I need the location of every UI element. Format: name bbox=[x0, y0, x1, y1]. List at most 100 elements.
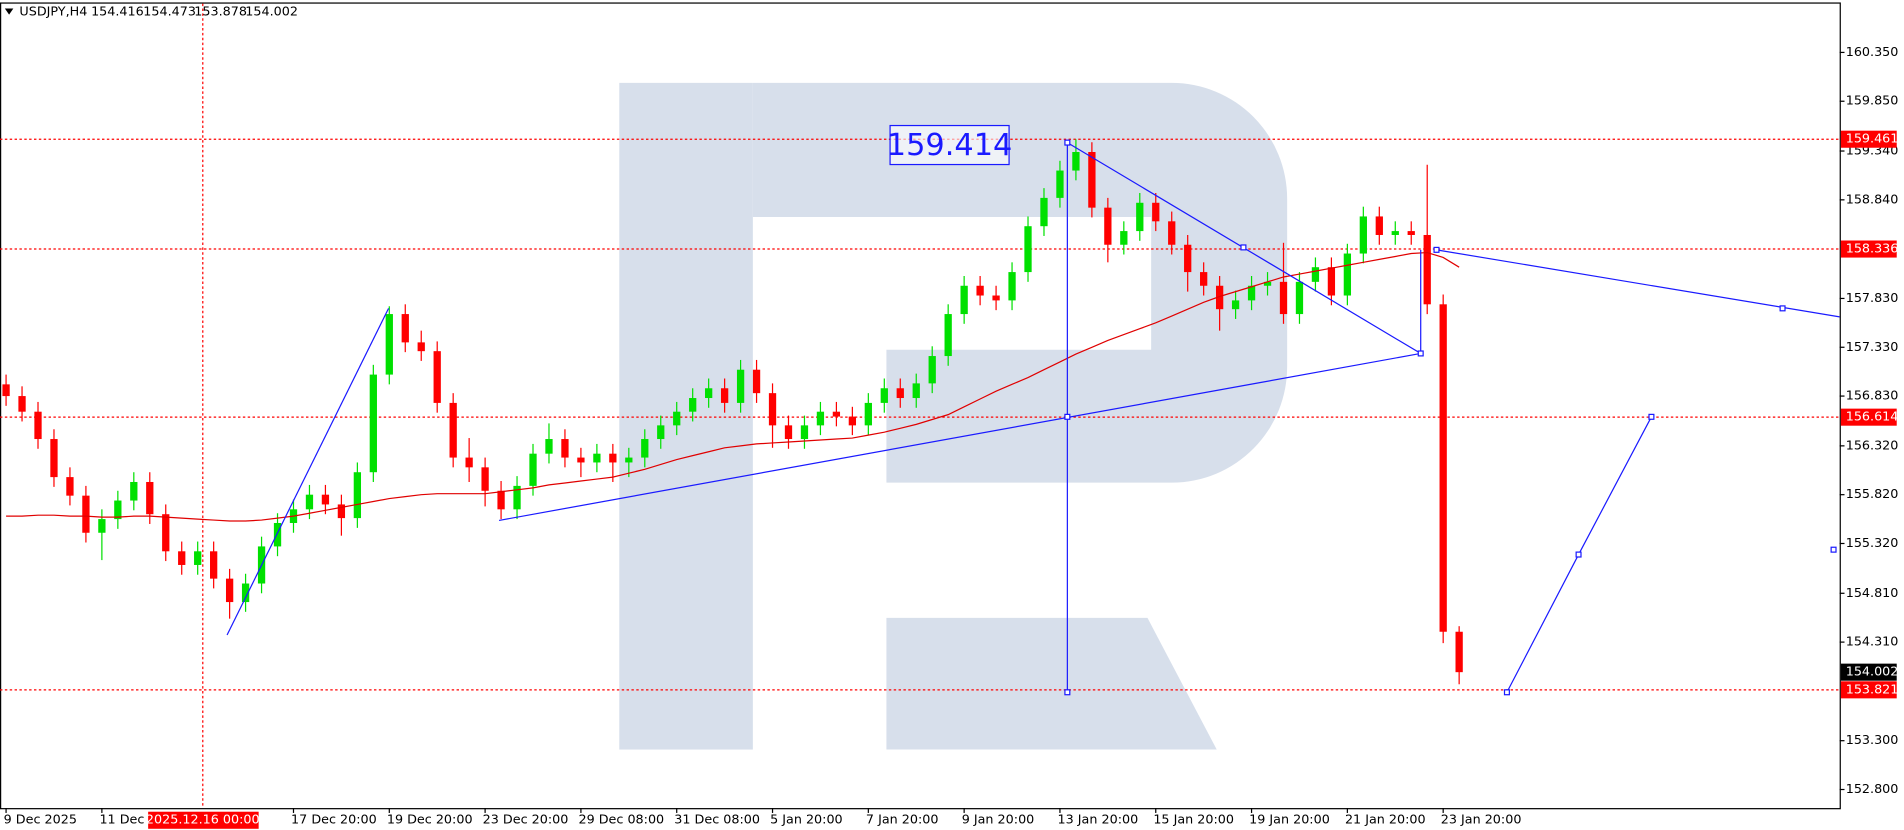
candle-body bbox=[689, 398, 697, 412]
candle-body bbox=[1247, 285, 1256, 301]
candle-body bbox=[673, 411, 681, 426]
x-tick-label: 13 Jan 20:00 bbox=[1058, 813, 1139, 828]
level-label: 159.461 bbox=[1846, 132, 1899, 147]
candle-body bbox=[1088, 152, 1096, 208]
candle-body bbox=[50, 439, 58, 478]
crosshair-time-bg bbox=[148, 811, 259, 829]
candle-body bbox=[1375, 216, 1383, 235]
candle-body bbox=[816, 411, 825, 426]
candle-body bbox=[1343, 253, 1352, 296]
candle-body bbox=[1215, 285, 1224, 310]
level-label-bg bbox=[1840, 408, 1897, 426]
candle-body bbox=[433, 351, 441, 403]
y-tick-label: 152.800 bbox=[1846, 782, 1899, 797]
candle-body bbox=[34, 411, 42, 440]
candle-body bbox=[768, 393, 777, 426]
crosshair-time: 2025.12.16 00:00 bbox=[146, 813, 260, 828]
header-low: 153.878 bbox=[194, 5, 247, 20]
candle-body bbox=[1407, 231, 1415, 235]
candle-body bbox=[736, 369, 745, 403]
candle-body bbox=[912, 383, 920, 399]
candle-body bbox=[720, 388, 729, 403]
candle-body bbox=[114, 500, 122, 520]
candle-body bbox=[241, 583, 250, 603]
x-tick-label: 15 Jan 20:00 bbox=[1153, 813, 1234, 828]
candle-body bbox=[178, 551, 186, 565]
candle-body bbox=[1168, 221, 1176, 245]
x-tick-label: 19 Dec 20:00 bbox=[387, 813, 473, 828]
candle-body bbox=[1263, 281, 1272, 286]
y-tick-label: 154.810 bbox=[1846, 586, 1899, 601]
y-tick-label: 153.300 bbox=[1846, 733, 1899, 748]
level-label: 153.821 bbox=[1846, 682, 1899, 697]
watermark bbox=[619, 82, 1288, 750]
candle-body bbox=[1231, 300, 1240, 310]
candle-body bbox=[66, 477, 74, 496]
header-open: 154.416 bbox=[91, 5, 144, 20]
candle-body bbox=[1311, 267, 1320, 282]
candle-body bbox=[1455, 631, 1463, 673]
x-tick-label: 23 Dec 20:00 bbox=[483, 813, 569, 828]
x-tick-label: 9 Jan 20:00 bbox=[962, 813, 1035, 828]
candle-body bbox=[225, 578, 234, 603]
candle-body bbox=[385, 314, 393, 375]
candle-body bbox=[1184, 244, 1192, 273]
candle-body bbox=[1423, 234, 1431, 305]
x-tick-label: 5 Jan 20:00 bbox=[770, 813, 843, 828]
candle-body bbox=[625, 457, 633, 463]
candle-body bbox=[784, 425, 793, 440]
candle-body bbox=[210, 551, 218, 579]
candle-body bbox=[82, 495, 90, 533]
y-tick-label: 156.830 bbox=[1846, 389, 1899, 404]
candle-body bbox=[481, 467, 489, 491]
candle-body bbox=[1295, 281, 1304, 315]
candle-body bbox=[18, 396, 26, 412]
header-arrow bbox=[4, 8, 14, 15]
candle-body bbox=[848, 416, 857, 426]
candle-body bbox=[752, 369, 761, 394]
candle-body bbox=[1279, 281, 1288, 315]
candle-body bbox=[832, 411, 841, 417]
header-high: 154.473 bbox=[143, 5, 196, 20]
candle-body bbox=[1056, 170, 1064, 198]
y-tick-label: 155.320 bbox=[1846, 536, 1899, 551]
axes: 160.350159.850159.340158.840157.830157.3… bbox=[4, 45, 1899, 828]
x-tick-label: 21 Jan 20:00 bbox=[1345, 813, 1426, 828]
y-tick-label: 159.850 bbox=[1846, 94, 1899, 109]
x-tick-label: 9 Dec 2025 bbox=[4, 813, 77, 828]
x-tick-label: 29 Dec 08:00 bbox=[578, 813, 664, 828]
x-tick-label: 31 Dec 08:00 bbox=[674, 813, 760, 828]
x-tick-label: 23 Jan 20:00 bbox=[1441, 813, 1522, 828]
candle-body bbox=[1200, 272, 1208, 286]
candle-body bbox=[641, 439, 649, 458]
price-annotation: 159.414 bbox=[887, 128, 1013, 163]
candle-body bbox=[194, 551, 202, 565]
candle-body bbox=[928, 356, 936, 384]
y-tick-label: 160.350 bbox=[1846, 45, 1899, 60]
candle-body bbox=[1359, 216, 1367, 254]
plot bbox=[0, 138, 1840, 691]
candle-body bbox=[1072, 152, 1080, 171]
candle-body bbox=[1152, 202, 1160, 222]
candle-body bbox=[2, 384, 10, 397]
level-label-bg bbox=[1840, 240, 1897, 258]
candle-body bbox=[305, 494, 314, 510]
candle-body bbox=[162, 514, 170, 552]
level-label: 156.614 bbox=[1846, 410, 1899, 425]
y-tick-label: 156.320 bbox=[1846, 438, 1899, 453]
y-tick-label: 154.310 bbox=[1846, 635, 1899, 650]
candle-body bbox=[944, 314, 952, 357]
x-tick-label: 17 Dec 20:00 bbox=[291, 813, 377, 828]
level-label: 158.336 bbox=[1846, 242, 1899, 257]
y-tick-label: 158.840 bbox=[1846, 192, 1899, 207]
candle-body bbox=[1439, 304, 1447, 632]
candle-body bbox=[513, 485, 521, 510]
x-tick-label: 19 Jan 20:00 bbox=[1249, 813, 1330, 828]
candle-body bbox=[1024, 226, 1032, 273]
candle-body bbox=[800, 425, 809, 440]
candle-body bbox=[1391, 231, 1399, 235]
y-tick-label: 157.830 bbox=[1846, 291, 1899, 306]
candle-body bbox=[577, 457, 585, 463]
